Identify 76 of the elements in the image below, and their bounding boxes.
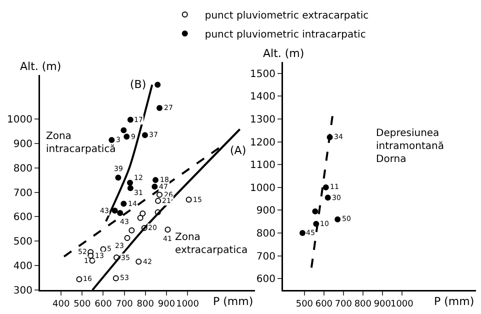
point: [299, 230, 306, 236]
point: [124, 134, 130, 140]
y-tick-label: 600: [256, 274, 276, 286]
point: [154, 82, 161, 88]
x-tick-label: 700: [116, 299, 134, 310]
y-tick-label: 900: [256, 206, 276, 217]
point: [156, 104, 163, 111]
annotation: Zona intracarpatică: [46, 131, 116, 155]
annotation: (A): [230, 144, 246, 157]
y-tick-label: 800: [13, 163, 32, 174]
y-tick-label: 1100: [250, 160, 276, 172]
x-tick-label: 600: [94, 299, 112, 310]
y-tick-label: 900: [13, 138, 32, 150]
y-tick-label: 1500: [250, 68, 276, 80]
point: [127, 116, 134, 123]
y-tick-label: 800: [256, 228, 276, 240]
x-tick-label: 1000: [176, 299, 200, 310]
point: [112, 208, 118, 214]
y-tick-label: 1200: [250, 137, 276, 148]
x-tick-label: 600: [315, 299, 333, 310]
y-tick-label: 400: [13, 261, 32, 272]
point: [89, 258, 96, 264]
x-axis-title: P (mm): [213, 295, 254, 308]
point: [152, 184, 158, 190]
legend-label: punct pluviometric extracarpatic: [204, 10, 369, 22]
point: [152, 177, 159, 184]
y-tick-label: 1000: [250, 182, 276, 194]
point: [120, 127, 127, 134]
point: [155, 198, 162, 204]
point: [142, 132, 148, 138]
y-tick-label: 700: [256, 251, 276, 262]
x-tick-label: 400: [52, 299, 70, 310]
point: [112, 275, 119, 282]
y-tick-label: 600: [13, 212, 32, 224]
point: [100, 246, 106, 252]
point: [164, 226, 171, 233]
point: [115, 174, 122, 181]
annotation: Depresiunea intramontană Dorna: [376, 128, 444, 165]
y-tick-label: 700: [13, 188, 32, 199]
point: [124, 234, 130, 241]
y-tick-label: 1000: [7, 114, 32, 126]
point: [136, 258, 142, 265]
point: [108, 136, 115, 143]
point: [156, 192, 163, 198]
x-tick-label: 800: [354, 299, 372, 310]
point: [88, 252, 94, 259]
point: [117, 210, 124, 216]
annotation: Zona extracarpatica: [175, 232, 248, 256]
y-tick-label: 1300: [250, 114, 276, 126]
x-tick-label: 700: [334, 299, 352, 310]
point: [312, 208, 318, 214]
x-tick-label: 500: [296, 299, 314, 310]
x-tick-label: 900: [158, 299, 176, 310]
point: [137, 214, 144, 221]
point: [322, 184, 329, 190]
point: [324, 194, 331, 201]
x-axis-title: P (mm): [434, 295, 474, 308]
y-tick-label: 300: [13, 286, 32, 296]
y-axis-title: Alt. (m): [263, 47, 304, 60]
annotation: (B): [130, 78, 146, 91]
x-tick-label: 900: [374, 299, 392, 310]
point: [127, 180, 133, 186]
legend-label: punct pluviometric intracarpatic: [204, 29, 366, 40]
point: [186, 196, 192, 203]
point: [334, 216, 341, 222]
x-tick-label: 500: [74, 299, 92, 310]
point: [140, 210, 146, 217]
point: [128, 227, 135, 234]
point: [120, 200, 127, 207]
y-axis-title: Alt. (m): [20, 60, 62, 73]
point: [127, 185, 134, 192]
point: [76, 276, 82, 282]
y-tick-label: 500: [13, 236, 32, 248]
x-tick-label: 1000: [390, 299, 414, 310]
y-tick-label: 1400: [250, 92, 276, 103]
x-tick-label: 800: [136, 299, 154, 310]
